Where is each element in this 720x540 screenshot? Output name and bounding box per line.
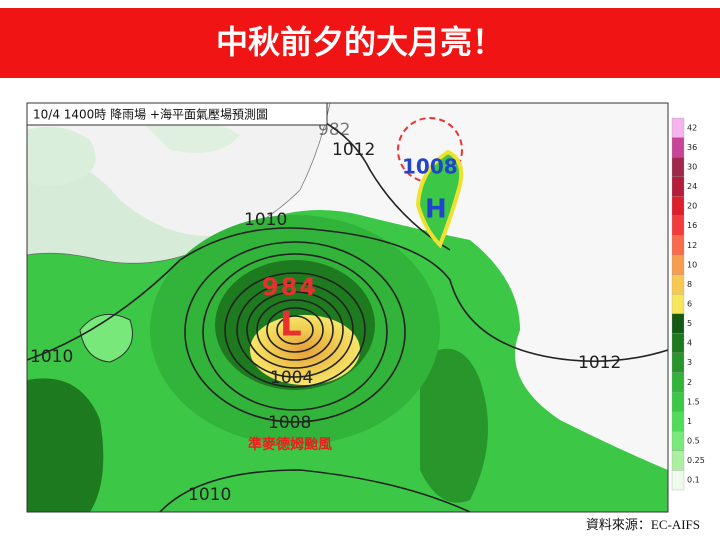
legend-swatch bbox=[671, 352, 685, 373]
isobar-label: 1012 bbox=[578, 353, 621, 373]
low-label: L bbox=[280, 305, 302, 345]
isobar bbox=[224, 272, 366, 388]
isobar bbox=[27, 227, 668, 363]
legend-swatch bbox=[671, 372, 685, 393]
legend-swatch bbox=[671, 157, 685, 177]
legend-label: 4 bbox=[687, 339, 692, 348]
isobar bbox=[246, 291, 344, 369]
legend-label: 10 bbox=[687, 260, 697, 269]
legend-label: 16 bbox=[687, 221, 697, 230]
isobar-label: 1004 bbox=[270, 368, 313, 388]
legend-swatch bbox=[671, 215, 685, 236]
map: 982 1012 1008 H 1010 984 L 1004 1008 101… bbox=[27, 103, 668, 512]
legend-swatch bbox=[671, 450, 685, 471]
isobar bbox=[202, 253, 388, 411]
isobar-label: 1012 bbox=[332, 140, 375, 160]
isobar bbox=[276, 315, 314, 345]
legend-swatch bbox=[671, 391, 685, 412]
legend-swatch bbox=[671, 254, 685, 275]
legend-label: 0.5 bbox=[687, 437, 700, 446]
legend-label: 30 bbox=[687, 162, 697, 171]
map-frame bbox=[26, 102, 669, 513]
legend-label: 42 bbox=[687, 123, 697, 132]
legend-swatch bbox=[671, 470, 685, 491]
isobar-label: 1008 bbox=[268, 413, 311, 433]
caption-box bbox=[27, 103, 328, 126]
isobar-label: 1008 bbox=[402, 155, 458, 179]
isobar-label: 1010 bbox=[244, 210, 287, 230]
land-rain bbox=[27, 378, 104, 512]
legend-label: 3 bbox=[687, 358, 692, 367]
legend: 42 36 30 24 20 16 12 10 8 6 5 4 3 2 1.5 1 0.5 0.25 0.1 bbox=[671, 117, 705, 491]
legend-label: 36 bbox=[687, 143, 697, 152]
isobar-label: 1010 bbox=[188, 485, 231, 505]
legend-label: 6 bbox=[687, 300, 692, 309]
isobar bbox=[184, 241, 406, 423]
legend-swatch bbox=[671, 176, 685, 197]
pressure-label: 984 bbox=[262, 273, 318, 301]
taiwan bbox=[415, 149, 464, 249]
map-caption: 10/4 1400時 降雨場 +海平面氣壓場預測圖 bbox=[33, 107, 268, 122]
storm-name: 準麥德姆颱風 bbox=[248, 436, 332, 453]
legend-label: 5 bbox=[687, 319, 692, 328]
legend-swatch bbox=[671, 274, 685, 295]
banner bbox=[0, 8, 720, 78]
isobar-label: 1010 bbox=[30, 347, 73, 367]
legend-swatch bbox=[671, 137, 685, 158]
legend-label: 8 bbox=[687, 280, 692, 289]
legend-label: 1 bbox=[687, 417, 692, 426]
isobar bbox=[236, 282, 354, 378]
legend-label: 20 bbox=[687, 202, 697, 211]
legend-label: 2 bbox=[687, 378, 692, 387]
legend-swatch bbox=[671, 431, 685, 451]
isobar bbox=[266, 307, 324, 353]
legend-label: 24 bbox=[687, 182, 697, 191]
legend-swatch bbox=[671, 411, 685, 432]
banner-title: 中秋前夕的大月亮！ bbox=[216, 23, 504, 61]
island bbox=[79, 313, 133, 363]
legend-swatch bbox=[671, 117, 685, 138]
legend-label: 0.1 bbox=[687, 476, 700, 485]
legend-swatch bbox=[671, 235, 685, 256]
legend-label: 1.5 bbox=[687, 397, 700, 406]
land-rain bbox=[420, 348, 488, 503]
isobar bbox=[256, 299, 334, 361]
legend-label: 0.25 bbox=[687, 456, 705, 465]
legend-swatch bbox=[671, 313, 685, 334]
legend-swatch bbox=[671, 196, 685, 217]
high-label: H bbox=[425, 195, 447, 225]
isobar bbox=[159, 469, 471, 512]
legend-swatch bbox=[671, 333, 685, 354]
isobar bbox=[299, 109, 451, 251]
legend-label: 12 bbox=[687, 241, 697, 250]
legend-swatch bbox=[671, 294, 685, 314]
source: 資料來源：EC-AIFS bbox=[586, 517, 700, 532]
